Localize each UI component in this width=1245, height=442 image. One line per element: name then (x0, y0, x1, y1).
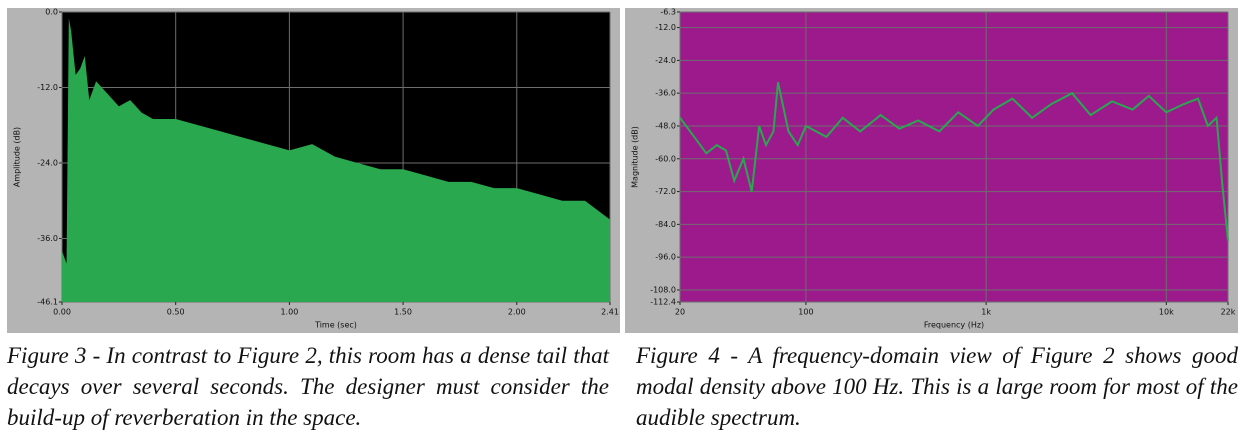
y-tick-label: -84.0 (655, 220, 676, 229)
y-tick-label: -6.3 (660, 8, 676, 17)
y-tick-label: -24.0 (655, 56, 676, 65)
caption: Figure 3 - In contrast to Figure 2, this… (7, 343, 609, 430)
x-tick-label: 10k (1159, 308, 1174, 317)
x-tick-label: 22k (1221, 308, 1236, 317)
x-tick-label: 0.50 (167, 308, 185, 317)
x-axis-title: Time (sec) (314, 321, 357, 330)
y-tick-label: -46.1 (37, 298, 58, 307)
y-tick-label: -96.0 (655, 253, 676, 262)
x-tick-label: 1.00 (280, 308, 298, 317)
y-tick-label: -12.0 (37, 83, 58, 92)
y-tick-label: 0.0 (45, 8, 58, 17)
y-tick-label: -112.4 (650, 298, 676, 307)
plot-area (680, 12, 1228, 302)
y-tick-label: -108.0 (650, 285, 676, 294)
y-tick-label: -48.0 (655, 121, 676, 130)
area (62, 18, 610, 302)
x-tick-label: 1.50 (394, 308, 412, 317)
x-tick-label: 2.41 (601, 308, 619, 317)
caption: Figure 4 - A frequency-domain view of Fi… (636, 343, 1238, 430)
y-axis-title: Amplitude (dB) (13, 127, 22, 187)
y-axis-title: Magnitude (dB) (631, 126, 640, 188)
y-tick-label: -36.0 (655, 89, 676, 98)
figure-4-chart: -6.3 -12.0 -24.0 -36.0 -48.0 -60.0 -72.0 -84.0 -… (625, 8, 1238, 333)
line (679, 82, 1229, 241)
y-tick-label: -72.0 (655, 187, 676, 196)
figure-3-chart: 0.0 -12.0 -24.0 -36.0 -46.10.00 0.50 1.00 1.50 2… (7, 8, 620, 333)
x-tick-label: 1k (981, 308, 991, 317)
x-axis-title: Frequency (Hz) (924, 321, 984, 330)
y-tick-label: -60.0 (655, 154, 676, 163)
x-tick-label: 100 (798, 308, 813, 317)
x-tick-label: 2.00 (508, 308, 526, 317)
x-tick-label: 0.00 (53, 308, 71, 317)
y-tick-label: -24.0 (37, 158, 58, 167)
y-tick-label: -36.0 (37, 234, 58, 243)
y-tick-label: -12.0 (655, 23, 676, 32)
x-tick-label: 20 (675, 308, 685, 317)
